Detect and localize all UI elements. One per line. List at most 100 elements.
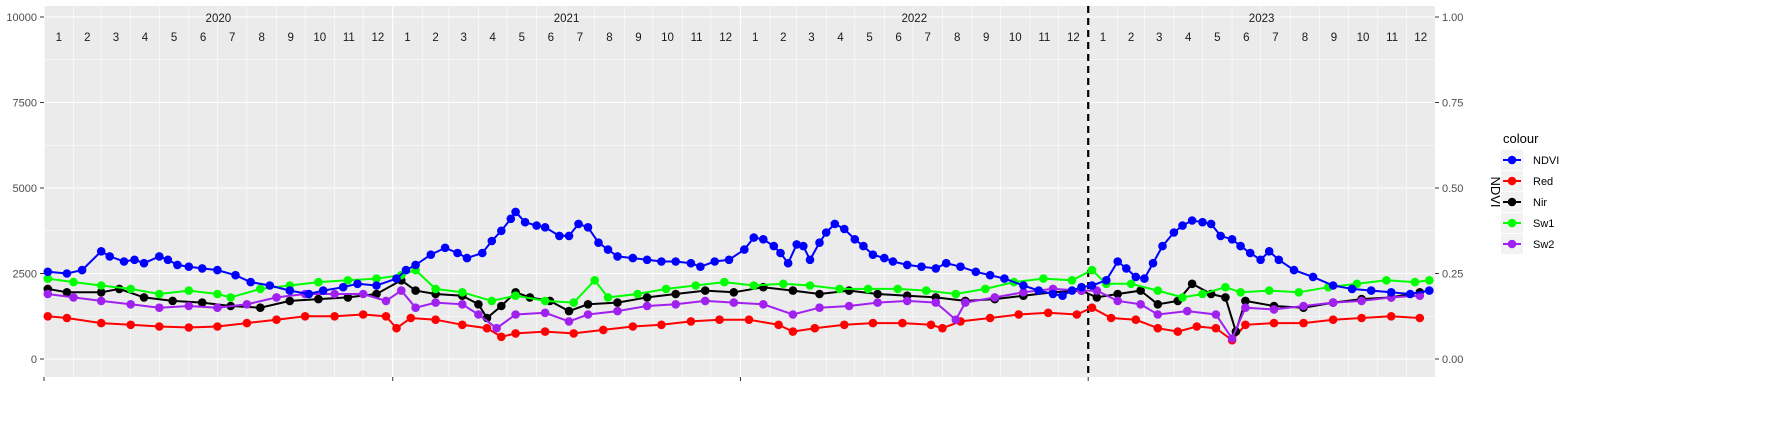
- month-label: 6: [895, 32, 901, 44]
- data-point-ndvi: [868, 250, 878, 259]
- data-point-ndvi: [555, 231, 564, 241]
- data-point-sw1: [661, 284, 671, 294]
- data-point-sw2: [759, 300, 768, 309]
- data-point-red: [1357, 313, 1366, 323]
- data-point-red: [511, 329, 520, 338]
- month-label: 4: [490, 32, 497, 44]
- data-point-ndvi: [62, 269, 72, 278]
- data-point-ndvi: [821, 228, 831, 237]
- data-point-ndvi: [1087, 281, 1097, 290]
- data-point-sw1: [893, 284, 902, 294]
- data-point-ndvi: [815, 238, 824, 247]
- y-tick-label: 0: [31, 354, 37, 366]
- data-point-sw1: [487, 296, 497, 306]
- data-point-ndvi: [43, 267, 53, 277]
- data-point-ndvi: [411, 260, 420, 270]
- data-point-red: [1269, 318, 1279, 328]
- data-point-ndvi: [440, 243, 450, 253]
- month-label: 12: [1414, 32, 1427, 44]
- data-point-sw1: [921, 286, 931, 295]
- data-point-ndvi: [155, 252, 164, 261]
- data-point-ndvi: [246, 277, 255, 287]
- data-point-ndvi: [902, 260, 912, 270]
- data-point-ndvi: [487, 236, 497, 246]
- data-point-red: [1415, 313, 1425, 323]
- data-point-ndvi: [506, 214, 516, 224]
- data-point-ndvi: [1102, 276, 1111, 285]
- data-point-nir: [564, 306, 574, 316]
- data-point-sw2: [583, 310, 593, 319]
- data-point-ndvi: [657, 257, 666, 266]
- data-point-sw2: [700, 296, 710, 306]
- data-point-ndvi: [749, 233, 759, 242]
- month-label: 12: [719, 32, 732, 44]
- data-point-red: [938, 323, 947, 333]
- month-label: 9: [288, 32, 294, 44]
- data-point-ndvi: [77, 265, 87, 275]
- data-point-sw2: [1328, 298, 1338, 307]
- data-point-sw2: [184, 301, 194, 311]
- data-point-nir: [873, 289, 882, 299]
- data-point-ndvi: [285, 286, 295, 295]
- data-point-ndvi: [173, 260, 182, 270]
- month-label: 2: [432, 32, 438, 44]
- data-point-red: [96, 318, 106, 328]
- y-tick-label: 7500: [13, 98, 37, 110]
- data-point-nir: [411, 286, 420, 295]
- data-point-ndvi: [583, 223, 593, 232]
- data-point-sw1: [43, 274, 53, 283]
- data-point-ndvi: [1122, 264, 1131, 273]
- month-label: 7: [229, 32, 235, 44]
- data-point-nir: [729, 288, 739, 297]
- data-point-ndvi: [696, 262, 705, 272]
- data-point-ndvi: [941, 258, 951, 268]
- month-label: 8: [954, 32, 960, 44]
- legend-label: NDVI: [1533, 155, 1559, 167]
- data-point-red: [1153, 323, 1163, 333]
- data-point-ndvi: [338, 282, 348, 292]
- month-label: 8: [1302, 32, 1308, 44]
- data-point-red: [1173, 327, 1183, 336]
- data-point-sw2: [242, 300, 252, 309]
- month-label: 7: [1272, 32, 1278, 44]
- data-point-ndvi: [1034, 286, 1043, 295]
- data-point-sw1: [540, 296, 550, 306]
- data-point-ndvi: [613, 252, 622, 261]
- data-point-ndvi: [594, 238, 603, 247]
- data-point-red: [431, 315, 440, 325]
- month-label: 7: [577, 32, 583, 44]
- data-point-ndvi: [1386, 288, 1396, 297]
- data-point-red: [126, 320, 135, 330]
- data-point-ndvi: [564, 231, 574, 241]
- month-label: 12: [1067, 32, 1080, 44]
- data-point-sw2: [458, 300, 467, 309]
- data-point-ndvi: [931, 264, 941, 273]
- data-point-sw2: [213, 303, 222, 313]
- data-point-ndvi: [1169, 228, 1179, 237]
- data-point-sw1: [155, 289, 164, 299]
- data-point-sw1: [863, 284, 873, 294]
- data-point-ndvi: [520, 217, 530, 227]
- data-point-ndvi: [184, 262, 194, 272]
- data-point-sw2: [1211, 310, 1221, 319]
- data-point-ndvi: [917, 262, 926, 272]
- data-point-sw1: [749, 281, 759, 290]
- data-point-ndvi: [1366, 286, 1376, 295]
- month-label: 12: [372, 32, 385, 44]
- data-point-sw1: [1382, 276, 1391, 285]
- data-point-nir: [1187, 279, 1197, 289]
- data-point-red: [497, 332, 506, 342]
- data-point-sw1: [511, 291, 520, 301]
- data-point-ndvi: [426, 250, 436, 259]
- data-point-sw1: [1087, 265, 1097, 275]
- data-point-sw1: [126, 284, 135, 294]
- data-point-ndvi: [392, 274, 401, 283]
- data-point-ndvi: [1077, 282, 1086, 292]
- data-point-sw2: [126, 300, 135, 309]
- data-point-red: [810, 323, 820, 333]
- data-point-ndvi: [1178, 221, 1187, 230]
- data-point-sw2: [381, 296, 391, 306]
- data-point-red: [1106, 313, 1116, 323]
